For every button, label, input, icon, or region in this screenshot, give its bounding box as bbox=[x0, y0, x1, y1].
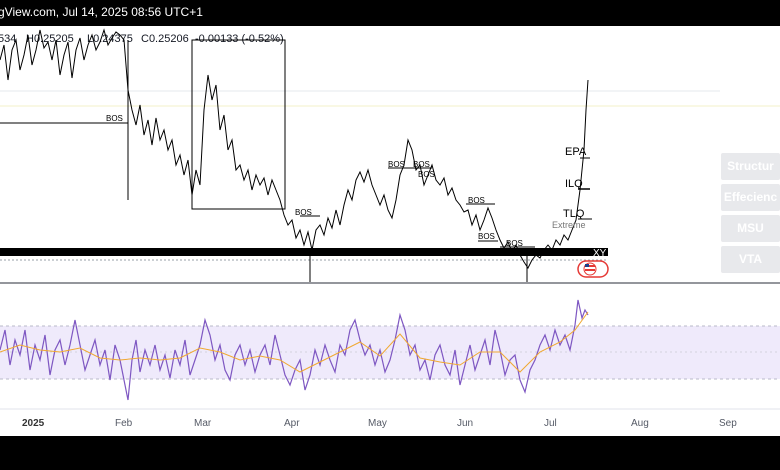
x-axis-label: Apr bbox=[284, 418, 300, 429]
efficiency-button[interactable]: Effecienc bbox=[721, 184, 780, 211]
x-axis-label: Mar bbox=[194, 418, 212, 429]
chart-title: gView.com, Jul 14, 2025 08:56 UTC+1 bbox=[0, 5, 203, 19]
structure-button[interactable]: Structur bbox=[721, 153, 780, 180]
tlq-label: TLQ bbox=[563, 208, 585, 220]
us-flag-badge-icon[interactable] bbox=[577, 260, 609, 278]
range-box bbox=[191, 39, 286, 210]
extreme-label: Extreme bbox=[552, 220, 586, 230]
bos-label: BOS bbox=[418, 170, 435, 179]
vta-button[interactable]: VTA bbox=[721, 246, 780, 273]
support-zone bbox=[0, 248, 608, 256]
rsi-line bbox=[0, 299, 589, 401]
price-line bbox=[0, 28, 589, 269]
ohlc-open: 534 bbox=[0, 33, 17, 45]
price-chart[interactable]: BOS BOS BOS BOS BOS BOS BOS BOS EPA ILQ … bbox=[0, 0, 780, 436]
bos-label: BOS bbox=[468, 196, 485, 205]
epa-label: EPA bbox=[565, 146, 587, 158]
x-axis-label: Sep bbox=[719, 418, 737, 429]
ohlc-change: -0.00133 (-0.52%) bbox=[195, 33, 284, 45]
x-axis-label: Feb bbox=[115, 418, 133, 429]
rsi-ma-line bbox=[0, 311, 589, 373]
top-bar: gView.com, Jul 14, 2025 08:56 UTC+1 bbox=[0, 0, 780, 26]
bos-label: BOS bbox=[506, 239, 523, 248]
x-axis-label: Jul bbox=[544, 418, 557, 429]
ilq-label: ILQ bbox=[565, 178, 583, 190]
bos-label: BOS bbox=[413, 160, 430, 169]
msu-button[interactable]: MSU bbox=[721, 215, 780, 242]
bos-label: BOS bbox=[295, 208, 312, 217]
x-axis-label-year: 2025 bbox=[22, 418, 45, 429]
xy-label: XY bbox=[593, 248, 607, 259]
x-axis-label: May bbox=[368, 418, 387, 429]
bos-label: BOS bbox=[478, 232, 495, 241]
bos-label: BOS bbox=[106, 114, 123, 123]
bos-label: BOS bbox=[388, 160, 405, 169]
x-axis-label: Jun bbox=[457, 418, 474, 429]
ohlc-close: C0.25206 bbox=[141, 33, 189, 45]
x-axis-label: Aug bbox=[631, 418, 649, 429]
bottom-bar bbox=[0, 436, 780, 470]
